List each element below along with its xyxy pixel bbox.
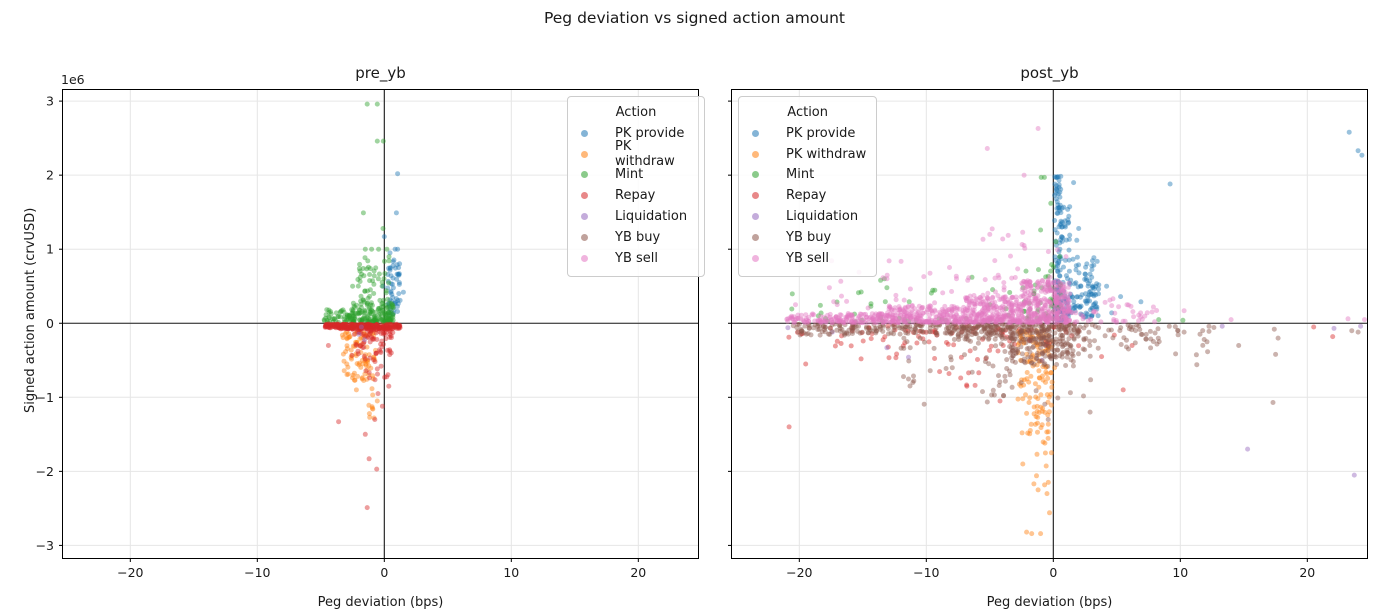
legend-item: PK withdraw (749, 144, 866, 165)
y-tick-label: −3 (36, 538, 54, 553)
subplot-pre-yb: pre_yb 1e6 −20 −10 0 10 20 3 2 1 0 −1 −2 −3 Peg dev… (23, 64, 705, 610)
legend-item: Mint (578, 165, 694, 186)
dot-marker-icon (581, 129, 588, 137)
legend: Action PK provide PK withdraw Mint Repay Liq… (567, 96, 705, 277)
dot-marker-icon (581, 192, 588, 200)
series-liquidation (356, 324, 368, 343)
dot-marker-icon (752, 171, 759, 179)
legend-item-label: PK provide (786, 125, 856, 141)
dot-marker-icon (581, 150, 588, 158)
subplot-title: pre_yb (355, 64, 406, 82)
legend-item: YB sell (749, 248, 866, 269)
legend-item-label: Liquidation (786, 209, 859, 225)
series-yb-buy (790, 321, 1361, 422)
legend-item: Repay (749, 185, 866, 206)
dot-marker-icon (581, 233, 588, 241)
legend-item-label: PK withdraw (786, 146, 867, 162)
legend-item: PK provide (749, 123, 866, 144)
x-axis-label: Peg deviation (bps) (317, 595, 444, 610)
series-repay (786, 322, 1336, 430)
legend-items: PK provide PK withdraw Mint Repay Liquidatio… (749, 123, 866, 269)
legend-item-label: Repay (615, 188, 656, 204)
series-repay (322, 321, 403, 511)
legend-item: YB buy (749, 227, 866, 248)
legend: Action PK provide PK withdraw Mint Repay Liq… (738, 96, 878, 277)
series-pk-provide (1051, 129, 1365, 323)
legend-item: Liquidation (749, 206, 866, 227)
x-tick-label: 20 (630, 565, 646, 580)
legend-item-label: PK provide (615, 125, 685, 141)
legend-item: YB sell (578, 248, 694, 269)
dot-marker-icon (752, 192, 759, 200)
dot-marker-icon (752, 150, 759, 158)
series-mint (789, 174, 1186, 325)
legend-title: Action (615, 105, 657, 120)
y-tick-label: 3 (46, 94, 54, 109)
scatter-plot: −20 −10 0 10 20 (728, 90, 1367, 580)
legend-items: PK provide PK withdraw Mint Repay Liquidatio… (578, 123, 694, 269)
y-tick-label: 0 (46, 316, 54, 331)
x-tick-label: 0 (380, 565, 388, 580)
series-liquidation (785, 323, 1364, 478)
y-tick-label: 2 (46, 168, 54, 183)
legend-item-label: YB buy (615, 229, 661, 245)
subplot-title: post_yb (1020, 64, 1079, 82)
series-mint (321, 101, 396, 325)
legend-item: Repay (578, 185, 694, 206)
legend-title: Action (787, 105, 828, 120)
y-axis-offset-label: 1e6 (61, 72, 85, 87)
legend-item: PK provide (578, 123, 694, 144)
dot-marker-icon (581, 171, 588, 179)
x-tick-label: −20 (786, 565, 812, 580)
series-pk-provide (380, 171, 406, 318)
x-tick-label: −10 (244, 565, 270, 580)
x-tick-label: −10 (913, 565, 939, 580)
y-tick-label: −1 (36, 390, 54, 405)
y-tick-label: 1 (46, 242, 54, 257)
legend-item-label: Mint (786, 167, 815, 183)
x-axis-label: Peg deviation (bps) (986, 595, 1113, 610)
series-pk-withdraw (1015, 328, 1058, 537)
legend-item-label: YB sell (786, 250, 829, 266)
legend-item-label: YB buy (786, 229, 832, 245)
legend-item-label: YB sell (615, 250, 658, 266)
dot-marker-icon (752, 254, 759, 262)
series-yb-sell (784, 126, 1367, 326)
dot-marker-icon (752, 233, 759, 241)
legend-item: Liquidation (578, 206, 694, 227)
x-tick-label: 10 (503, 565, 519, 580)
legend-item: Mint (749, 165, 866, 186)
subplot-post-yb: post_yb −20 −10 0 10 20 Peg deviation (bps) … (728, 64, 1368, 610)
x-tick-label: 0 (1049, 565, 1057, 580)
dot-marker-icon (752, 213, 759, 221)
y-tick-label: −2 (36, 464, 54, 479)
legend-item: PK withdraw (578, 139, 694, 169)
series-pk-withdraw (339, 329, 380, 421)
axis-ticks: −20 −10 0 10 20 (728, 100, 1315, 580)
dot-marker-icon (581, 213, 588, 221)
x-tick-label: 20 (1299, 565, 1315, 580)
dot-marker-icon (752, 129, 759, 137)
figure-title: Peg deviation vs signed action amount (543, 9, 846, 27)
legend-item-label: Liquidation (615, 209, 688, 225)
dot-marker-icon (581, 254, 588, 262)
zero-lines (732, 90, 1367, 558)
legend-item-label: Mint (615, 167, 644, 183)
zero-lines (63, 90, 698, 558)
legend-item-label: PK withdraw (615, 139, 675, 170)
legend-item: YB buy (578, 227, 694, 248)
x-tick-label: 10 (1172, 565, 1188, 580)
legend-item-label: Repay (786, 188, 827, 204)
x-tick-label: −20 (117, 565, 143, 580)
